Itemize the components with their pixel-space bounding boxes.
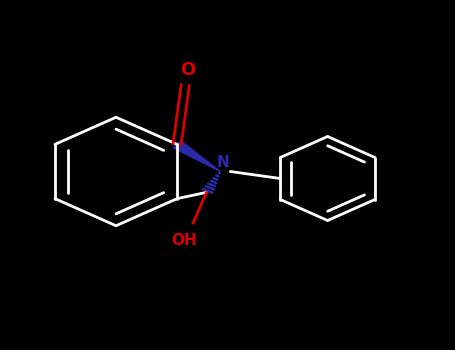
Text: O: O: [180, 61, 195, 79]
Text: OH: OH: [171, 233, 197, 248]
Polygon shape: [173, 141, 220, 172]
Text: N: N: [216, 155, 229, 170]
